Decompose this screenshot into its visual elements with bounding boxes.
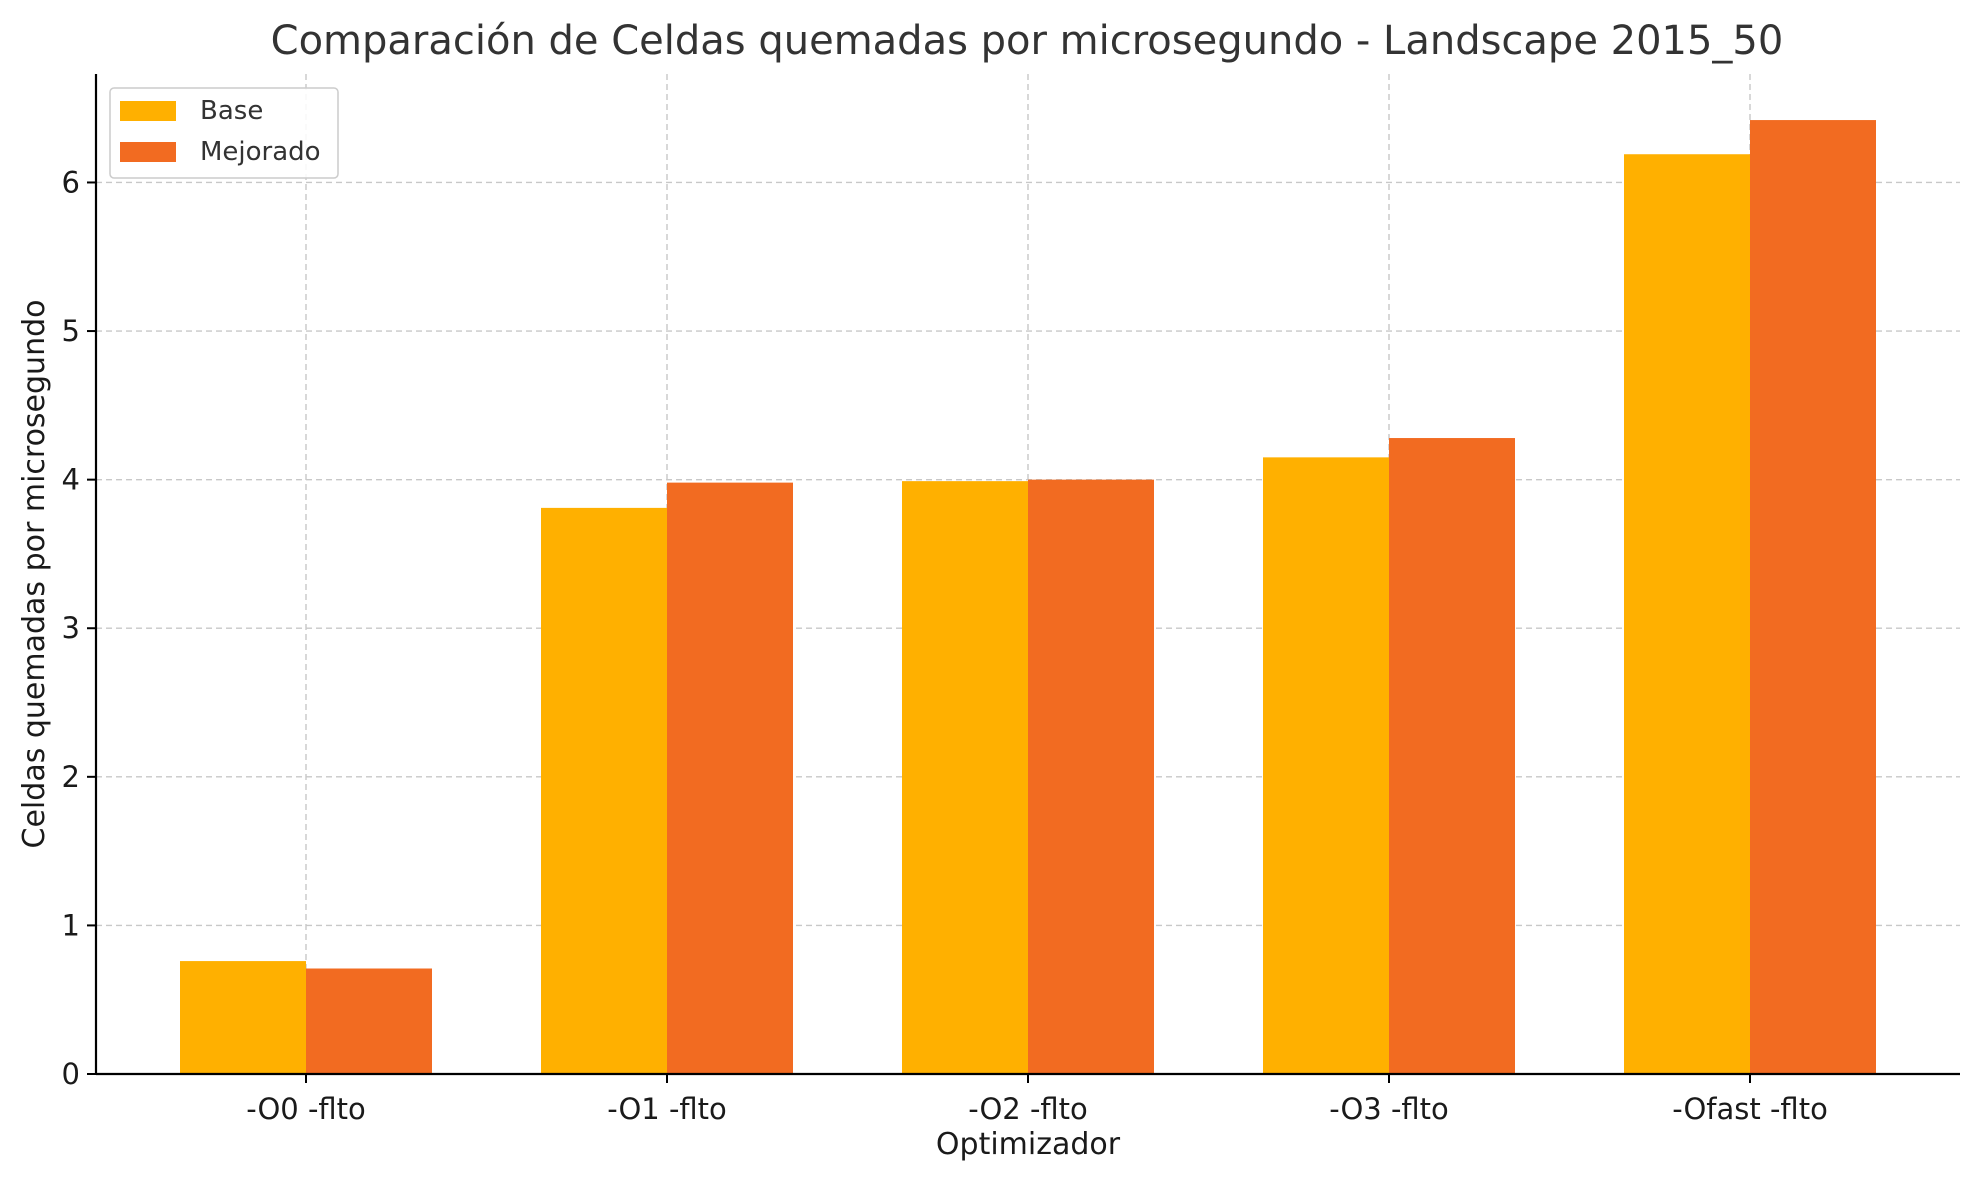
bar-mejorado-3 (1389, 438, 1515, 1074)
x-axis-label: Optimizador (936, 1127, 1121, 1162)
bar-base-0 (180, 961, 306, 1074)
y-tick-labels: 0 1 2 3 4 5 6 (62, 165, 96, 1091)
bar-base-3 (1263, 457, 1389, 1074)
legend-label-base: Base (200, 96, 263, 126)
bars (180, 120, 1876, 1075)
legend-swatch-base (120, 101, 176, 121)
bar-mejorado-0 (306, 968, 432, 1074)
y-axis-label: Celdas quemadas por microsegundo (17, 300, 52, 849)
chart-title: Comparación de Celdas quemadas por micro… (271, 18, 1784, 64)
bar-base-1 (541, 507, 667, 1074)
x-tick-label: -Ofast -flto (1672, 1092, 1828, 1126)
legend-label-mejorado: Mejorado (200, 137, 321, 167)
y-tick-label: 0 (62, 1057, 80, 1091)
y-tick-label: 4 (62, 463, 80, 497)
y-tick-label: 2 (62, 760, 80, 794)
bar-mejorado-2 (1028, 479, 1154, 1074)
bar-mejorado-1 (667, 482, 793, 1074)
bar-mejorado-4 (1750, 120, 1876, 1075)
x-tick-label: -O2 -flto (968, 1092, 1088, 1126)
legend: Base Mejorado (109, 87, 339, 179)
bar-base-2 (902, 481, 1028, 1075)
x-tick-label: -O0 -flto (246, 1092, 366, 1126)
y-tick-label: 5 (62, 314, 80, 348)
y-tick-label: 3 (62, 611, 80, 645)
bar-base-4 (1624, 154, 1750, 1075)
x-tick-label: -O1 -flto (607, 1092, 727, 1126)
x-tick-label: -O3 -flto (1329, 1092, 1449, 1126)
legend-swatch-mejorado (120, 142, 176, 162)
y-tick-label: 1 (62, 908, 80, 942)
x-tick-labels: -O0 -flto -O1 -flto -O2 -flto -O3 -flto -Ofa… (246, 1074, 1828, 1126)
y-tick-label: 6 (62, 165, 80, 199)
